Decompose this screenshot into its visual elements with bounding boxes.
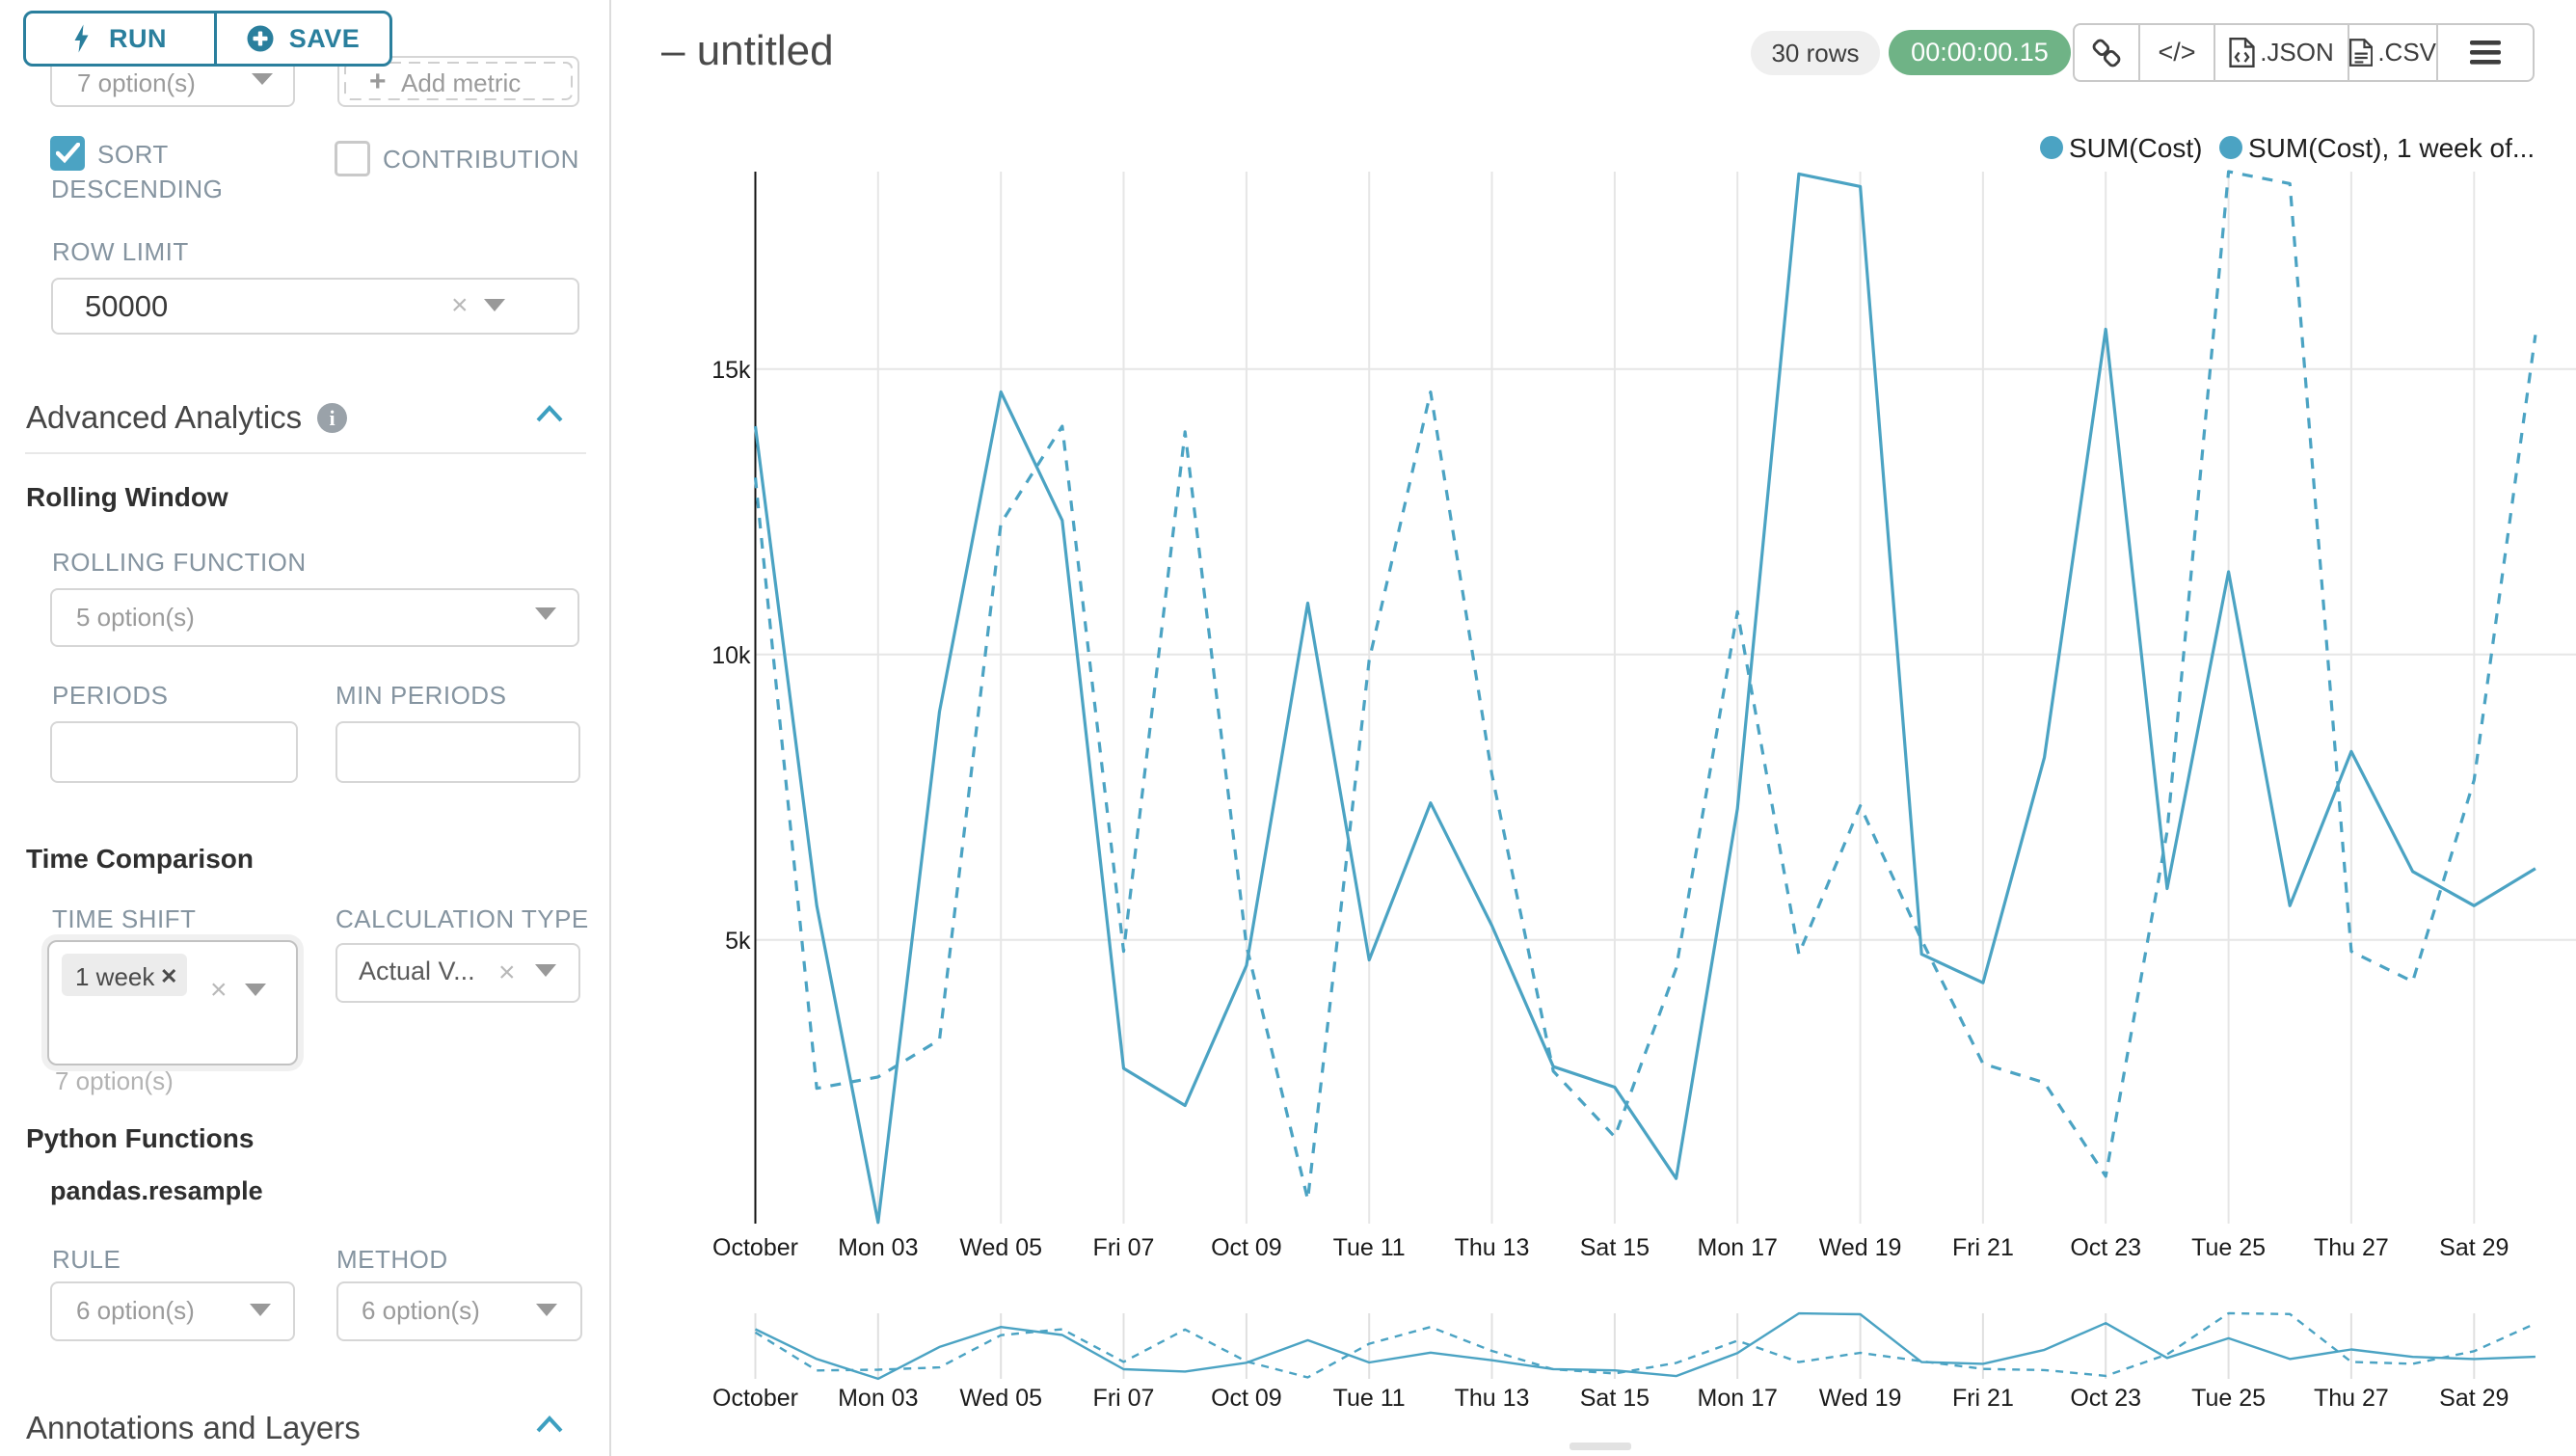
svg-text:Wed 19: Wed 19: [1819, 1234, 1902, 1261]
svg-text:Sat 29: Sat 29: [2439, 1385, 2509, 1412]
svg-text:October: October: [712, 1234, 798, 1261]
svg-text:Oct 23: Oct 23: [2070, 1385, 2141, 1412]
svg-text:Wed 19: Wed 19: [1819, 1385, 1902, 1412]
svg-text:10k: 10k: [711, 642, 751, 669]
svg-text:Fri 21: Fri 21: [1952, 1385, 2014, 1412]
svg-text:Sat 15: Sat 15: [1580, 1385, 1650, 1412]
svg-text:Sat 29: Sat 29: [2439, 1234, 2509, 1261]
svg-text:Mon 17: Mon 17: [1698, 1234, 1778, 1261]
svg-text:October: October: [712, 1385, 798, 1412]
svg-text:Wed 05: Wed 05: [959, 1385, 1042, 1412]
svg-text:Mon 17: Mon 17: [1698, 1385, 1778, 1412]
svg-text:Tue 25: Tue 25: [2191, 1385, 2266, 1412]
svg-text:Fri 07: Fri 07: [1093, 1385, 1155, 1412]
svg-text:Thu 27: Thu 27: [2314, 1234, 2389, 1261]
svg-text:Tue 11: Tue 11: [1333, 1234, 1406, 1261]
svg-text:Tue 11: Tue 11: [1333, 1385, 1406, 1412]
svg-text:Wed 05: Wed 05: [959, 1234, 1042, 1261]
svg-text:Thu 13: Thu 13: [1455, 1385, 1530, 1412]
svg-text:Sat 15: Sat 15: [1580, 1234, 1650, 1261]
svg-text:15k: 15k: [711, 357, 751, 384]
svg-text:Oct 09: Oct 09: [1211, 1234, 1282, 1261]
svg-text:Fri 07: Fri 07: [1093, 1234, 1155, 1261]
svg-text:Fri 21: Fri 21: [1952, 1234, 2014, 1261]
svg-text:Tue 25: Tue 25: [2191, 1234, 2266, 1261]
svg-text:SUM(Cost): SUM(Cost): [2069, 133, 2202, 163]
svg-text:i: i: [329, 406, 335, 430]
svg-text:Mon 03: Mon 03: [838, 1234, 918, 1261]
svg-text:Thu 27: Thu 27: [2314, 1385, 2389, 1412]
svg-text:SUM(Cost), 1 week of...: SUM(Cost), 1 week of...: [2248, 133, 2535, 163]
svg-text:Oct 09: Oct 09: [1211, 1385, 1282, 1412]
svg-text:5k: 5k: [725, 928, 751, 955]
svg-text:Mon 03: Mon 03: [838, 1385, 918, 1412]
svg-text:Oct 23: Oct 23: [2070, 1234, 2141, 1261]
svg-text:Thu 13: Thu 13: [1455, 1234, 1530, 1261]
